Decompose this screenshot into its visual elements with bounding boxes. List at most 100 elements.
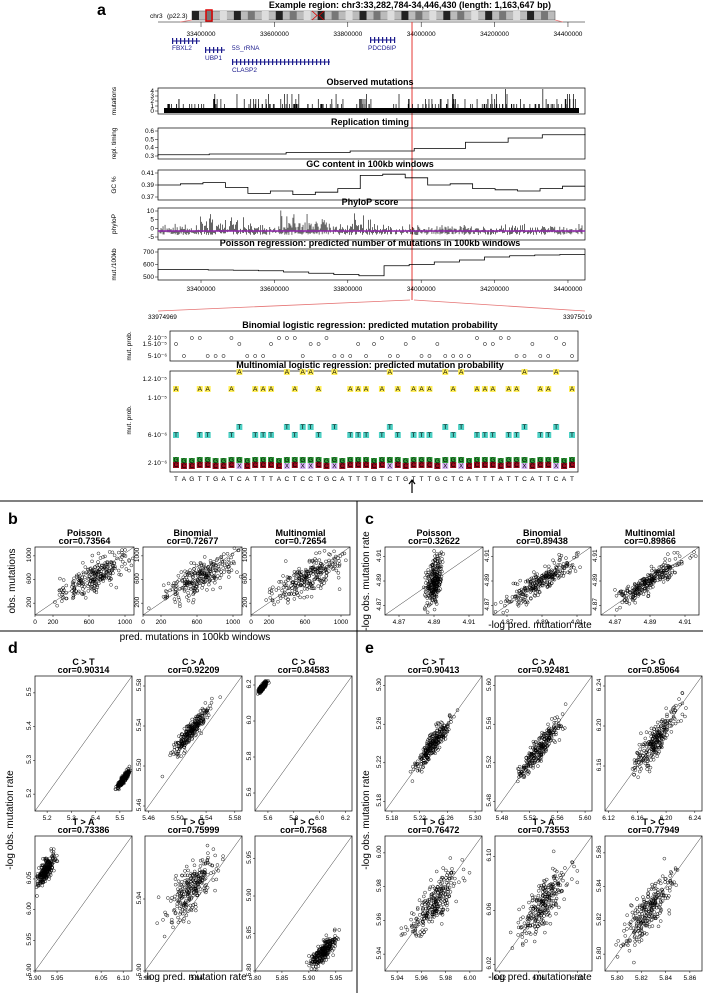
multinomial-mark — [347, 462, 354, 468]
track-ytick-label: 2 — [150, 98, 154, 105]
scatter-point — [207, 582, 211, 587]
scatter-point — [268, 587, 272, 591]
scatter-point — [426, 603, 431, 608]
scatter-point — [90, 559, 94, 564]
gene-exon — [184, 38, 186, 44]
scatter-point — [172, 581, 176, 585]
multinomial-mark-label: A — [380, 386, 385, 393]
coord-tick-label-bottom: 33600000 — [260, 286, 289, 293]
binomial-point — [182, 354, 186, 358]
multinomial-mark-label: C — [467, 463, 472, 470]
binomial-point — [411, 336, 416, 340]
scatter-xtick-label: 200 — [48, 619, 59, 626]
scatter-point — [226, 557, 231, 562]
scatter-point — [296, 570, 300, 574]
sequence-base: G — [435, 476, 440, 483]
ideogram-band — [317, 11, 325, 20]
multinomial-mark-label: C — [570, 462, 575, 469]
scatter-point — [505, 609, 509, 613]
scatter-point — [100, 563, 104, 568]
multinomial-mark — [378, 386, 385, 392]
ideogram-band — [415, 11, 423, 20]
scatter-point — [110, 568, 114, 573]
track-ytick-label: 10 — [147, 208, 155, 215]
coord-tick-label-bottom: 34000000 — [407, 286, 436, 293]
scatter-point — [440, 557, 444, 561]
scatter-point — [303, 578, 307, 582]
scatter-ytick-label: 5.26 — [376, 717, 383, 730]
binomial-point — [292, 336, 297, 340]
scatter-point — [548, 583, 552, 587]
sequence-base: A — [530, 476, 535, 483]
track-ytick-label: 500 — [143, 274, 154, 281]
multinomial-mark — [442, 457, 449, 463]
scatter-point — [211, 587, 215, 592]
multinomial-mark — [291, 386, 298, 392]
multinomial-mark-label: C — [316, 462, 321, 469]
scatter-point — [298, 595, 302, 600]
scatter-point — [115, 556, 119, 561]
multinomial-mark-label: G — [269, 457, 274, 464]
multinomial-mark — [513, 462, 520, 468]
scatter-point — [434, 561, 438, 565]
scatter-point — [549, 570, 554, 574]
ideogram-band — [192, 11, 199, 20]
scatter-point — [641, 585, 645, 589]
ideogram-band — [443, 11, 451, 20]
sequence-base: T — [546, 476, 550, 483]
scatter-point — [198, 561, 203, 565]
scatter-point — [513, 581, 518, 586]
multinomial-mark — [236, 424, 243, 430]
multinomial-mark-label: C — [372, 463, 377, 470]
track-title: Poisson regression: predicted number of … — [220, 238, 521, 248]
multinomial-mark — [323, 458, 330, 464]
binomial-point — [387, 354, 392, 358]
multinomial-mark — [299, 424, 306, 430]
multinomial-mark — [434, 463, 441, 469]
scatter-point — [93, 578, 97, 583]
scatter-xtick-label: 5.85 — [276, 975, 289, 982]
multinomial-mark — [442, 463, 449, 469]
multinomial-mark-label: C — [213, 463, 218, 470]
scatter-cor: cor=0.89866 — [624, 536, 676, 546]
scatter-point — [331, 567, 335, 571]
multinomial-mark-label: C — [261, 462, 266, 469]
scatter-point — [92, 577, 96, 582]
scatter-point — [436, 576, 440, 580]
multinomial-mark-label: G — [530, 458, 535, 465]
scatter-ytick-label: 200 — [134, 596, 141, 607]
multinomial-mark-label: G — [379, 457, 384, 464]
multinomial-mark-label: T — [380, 432, 384, 439]
scatter-point — [177, 578, 181, 582]
ideogram-band — [499, 11, 507, 20]
scatter-point — [220, 562, 224, 566]
multinomial-mark — [244, 463, 251, 469]
scatter-point — [317, 558, 322, 562]
multinomial-mark — [569, 432, 575, 438]
scatter-point — [218, 585, 223, 590]
scatter-point — [194, 563, 199, 568]
multinomial-mark-label: X — [308, 463, 313, 470]
scatter-point — [297, 570, 302, 574]
multinomial-mark — [394, 457, 401, 463]
scatter-xtick-label: 5.60 — [579, 815, 592, 822]
scatter-point — [98, 556, 103, 560]
multinomial-mark-label: C — [269, 462, 274, 469]
scatter-point — [187, 573, 191, 578]
multinomial-mark-label: G — [371, 458, 376, 465]
scatter-point — [179, 570, 184, 574]
binomial-point — [490, 342, 495, 346]
sequence-base: T — [507, 476, 511, 483]
scatter-point — [293, 587, 297, 591]
multinomial-mark-label: C — [205, 462, 210, 469]
scatter-point — [285, 575, 290, 579]
binomial-point — [229, 336, 234, 340]
sequence-base: G — [324, 476, 329, 483]
track-ylabel: phyloP — [111, 214, 118, 234]
multinomial-mark-label: C — [221, 463, 226, 470]
multinomial-mark-label: A — [451, 386, 456, 393]
multinomial-mark-label: X — [388, 463, 393, 470]
scatter-point — [306, 572, 311, 576]
